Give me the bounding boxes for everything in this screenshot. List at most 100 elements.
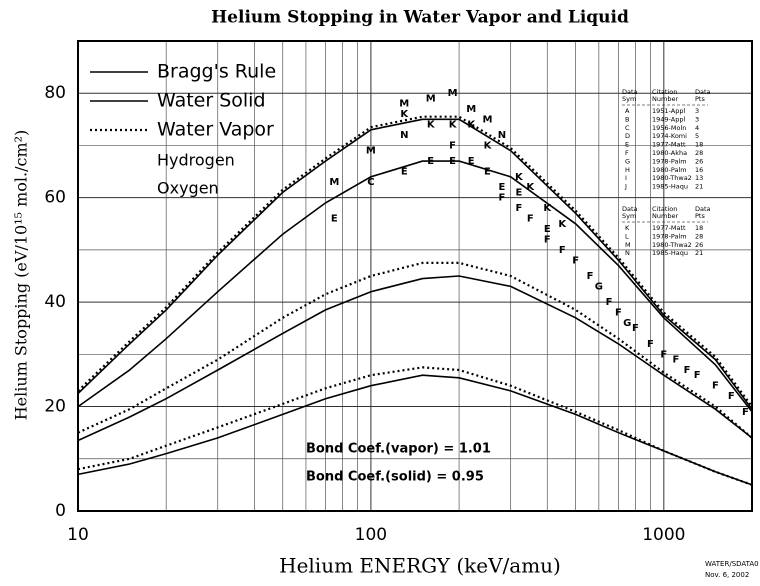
table-cell: E xyxy=(625,141,629,149)
data-point: E xyxy=(515,187,522,198)
data-point: C xyxy=(367,177,374,188)
series-line xyxy=(77,118,753,410)
table-cell: 1980-Akha xyxy=(652,149,687,157)
data-point: E xyxy=(544,224,551,235)
component-line xyxy=(77,275,753,442)
data-point: N xyxy=(400,130,408,141)
data-point: K xyxy=(467,120,476,131)
data-point: F xyxy=(527,214,534,225)
data-point: E xyxy=(401,167,408,178)
chart-title: Helium Stopping in Water Vapor and Liqui… xyxy=(211,8,629,28)
table-cell: M xyxy=(625,241,631,249)
data-point: K xyxy=(526,182,535,193)
table-cell: 1951-Appl xyxy=(652,107,685,115)
annotation: Bond Coef.(solid) = 0.95 xyxy=(306,470,484,485)
component-line xyxy=(77,366,753,486)
table-cell: 3 xyxy=(695,107,699,115)
y-tick-label: 60 xyxy=(44,188,66,208)
table-cell: L xyxy=(625,232,629,240)
table-cell: 18 xyxy=(695,141,703,149)
table-header: Data xyxy=(695,205,711,213)
data-point: F xyxy=(559,245,566,256)
data-point: K xyxy=(449,120,458,131)
table-cell: 4 xyxy=(695,124,699,132)
table-cell: 5 xyxy=(695,132,699,140)
table-cell: B xyxy=(625,115,629,123)
x-tick-label: 1000 xyxy=(642,525,685,545)
data-point: E xyxy=(331,214,338,225)
legend-label: Hydrogen xyxy=(157,151,235,170)
data-point: M xyxy=(329,177,339,188)
y-tick-label: 20 xyxy=(44,397,66,417)
data-point: F xyxy=(728,391,735,402)
table-header: Data xyxy=(695,88,711,96)
table-header: Citation xyxy=(652,205,677,213)
table-cell: 1985-Haqu xyxy=(652,183,688,191)
table-cell: J xyxy=(624,183,627,191)
data-point: F xyxy=(572,255,579,266)
table-cell: 18 xyxy=(695,224,703,232)
table-cell: D xyxy=(625,132,630,140)
table-cell: 28 xyxy=(695,232,703,240)
data-point: F xyxy=(544,234,551,245)
legend-label: Oxygen xyxy=(157,179,219,198)
table-header: Citation xyxy=(652,88,677,96)
data-point: M xyxy=(366,146,376,157)
y-tick-label: 80 xyxy=(44,83,66,103)
data-point: F xyxy=(684,365,691,376)
legend-label: Bragg's Rule xyxy=(157,61,276,83)
data-point: F xyxy=(647,339,654,350)
table-header: Pts xyxy=(695,95,705,103)
table-cell: 1980-Thwa2 xyxy=(652,241,692,249)
data-point: E xyxy=(427,156,434,167)
data-point: F xyxy=(742,407,749,418)
data-point: M xyxy=(448,88,458,99)
data-point: K xyxy=(515,172,524,183)
table-cell: 16 xyxy=(695,166,703,174)
data-point: F xyxy=(615,308,622,319)
x-tick-label: 100 xyxy=(355,525,387,545)
data-point: F xyxy=(632,323,639,334)
x-tick-label: 10 xyxy=(67,525,89,545)
table-cell: F xyxy=(625,149,629,157)
table-header: Data xyxy=(622,88,638,96)
component-line xyxy=(77,261,753,439)
table-cell: I xyxy=(625,174,627,182)
table-cell: 26 xyxy=(695,157,703,165)
table-cell: 1974-Komi xyxy=(652,132,687,140)
data-point: F xyxy=(515,203,522,214)
table-cell: 1978-Palm xyxy=(652,232,687,240)
table-header: Number xyxy=(652,95,678,103)
y-axis-label: Helium Stopping (eV/10¹⁵ mol./cm²) xyxy=(12,130,31,421)
table-cell: 1977-Matt xyxy=(652,224,686,232)
annotation: Bond Coef.(vapor) = 1.01 xyxy=(306,442,491,457)
table-cell: K xyxy=(625,224,630,232)
data-point: G xyxy=(595,281,603,292)
y-tick-label: 40 xyxy=(44,292,66,312)
table-cell: C xyxy=(625,124,630,132)
data-point: F xyxy=(660,349,667,360)
data-point: K xyxy=(427,120,436,131)
legend-label: Water Vapor xyxy=(157,119,274,141)
table-cell: 1977-Matt xyxy=(652,141,686,149)
data-point: F xyxy=(694,370,701,381)
data-point: E xyxy=(468,156,475,167)
footer-note: WATER/SDATA0 xyxy=(705,560,759,568)
table-cell: 21 xyxy=(695,249,703,257)
table-cell: 1978-Palm xyxy=(652,157,687,165)
table-cell: G xyxy=(625,157,630,165)
data-point: K xyxy=(558,219,567,230)
table-cell: 1949-Appl xyxy=(652,115,685,123)
table-cell: H xyxy=(625,166,630,174)
data-point: G xyxy=(623,318,631,329)
data-point: F xyxy=(606,297,613,308)
table-cell: 28 xyxy=(695,149,703,157)
table-header: Pts xyxy=(695,212,705,220)
table-cell: 26 xyxy=(695,241,703,249)
table-header: Sym xyxy=(622,212,636,220)
data-point: N xyxy=(498,130,506,141)
table-header: Number xyxy=(652,212,678,220)
data-point: F xyxy=(712,381,719,392)
table-cell: A xyxy=(625,107,630,115)
